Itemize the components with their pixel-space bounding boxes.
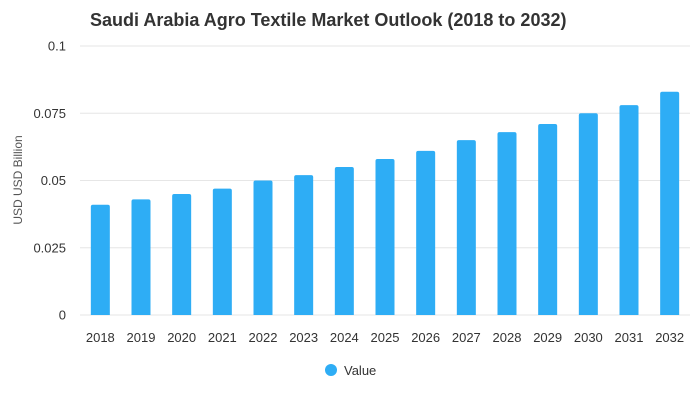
bar-2021[interactable] [212,188,232,315]
bar-2029[interactable] [538,124,558,315]
x-tick-label: 2030 [574,330,603,345]
x-tick-label: 2019 [127,330,156,345]
bar-2026[interactable] [416,150,436,315]
bar-2019[interactable] [131,199,151,315]
x-tick-label: 2026 [411,330,440,345]
x-tick-label: 2021 [208,330,237,345]
x-tick-label: 2027 [452,330,481,345]
chart-title: Saudi Arabia Agro Textile Market Outlook… [90,10,566,30]
y-tick-label: 0.05 [41,173,66,188]
y-tick-label: 0.025 [33,240,66,255]
bar-2020[interactable] [172,193,192,315]
x-tick-label: 2018 [86,330,115,345]
legend-marker [325,364,337,376]
bar-2030[interactable] [578,113,598,315]
bar-2022[interactable] [253,180,273,316]
bar-2024[interactable] [334,167,354,315]
x-tick-label: 2024 [330,330,359,345]
y-tick-label: 0 [59,308,66,323]
x-tick-label: 2022 [249,330,278,345]
x-axis-ticks: 2018 2019 2020 2021 2022 2023 2024 2025 2026 2027… [86,330,684,345]
legend[interactable]: Value [325,363,376,378]
y-tick-label: 0.075 [33,106,66,121]
bar-2032[interactable] [660,91,680,315]
x-tick-label: 2029 [533,330,562,345]
bar-2018[interactable] [90,204,110,315]
bar-2023[interactable] [294,175,314,315]
bar-2027[interactable] [456,140,476,315]
x-tick-label: 2020 [167,330,196,345]
y-axis-title: USD USD Billion [11,135,25,224]
y-axis-ticks: 0 0.025 0.05 0.075 0.1 [33,39,66,323]
bar-2028[interactable] [497,132,517,315]
legend-label: Value [344,363,376,378]
y-tick-label: 0.1 [48,39,66,54]
x-tick-label: 2031 [615,330,644,345]
x-tick-label: 2025 [371,330,400,345]
bar-2031[interactable] [619,105,639,316]
x-tick-label: 2032 [655,330,684,345]
bar-series [90,91,680,316]
x-tick-label: 2028 [493,330,522,345]
bar-2025[interactable] [375,158,395,315]
x-tick-label: 2023 [289,330,318,345]
